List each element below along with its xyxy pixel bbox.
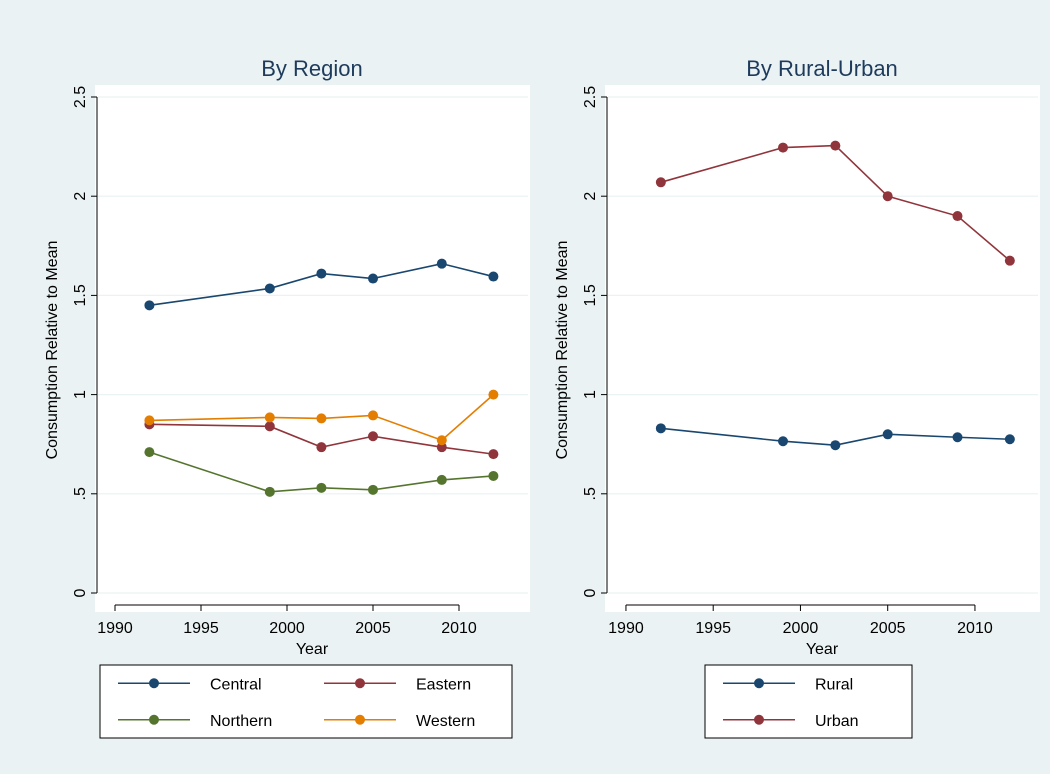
- x-axis-title: Year: [296, 641, 329, 658]
- legend-label: Western: [416, 713, 475, 730]
- data-point: [144, 300, 155, 311]
- data-point: [952, 432, 963, 443]
- y-tick-label: .5: [582, 487, 599, 500]
- data-point: [1004, 434, 1015, 445]
- data-point: [316, 442, 327, 453]
- legend-label: Rural: [815, 676, 853, 693]
- legend-box: [704, 664, 913, 739]
- data-point: [264, 421, 275, 432]
- data-point: [368, 410, 378, 421]
- legend-label: Central: [210, 676, 262, 693]
- y-tick-label: 2: [72, 192, 89, 201]
- data-point: [316, 482, 327, 493]
- data-point: [144, 447, 155, 458]
- series-line: [149, 262, 494, 307]
- legend-marker: [754, 714, 764, 725]
- data-point: [144, 415, 155, 426]
- y-tick-label: 2: [582, 192, 599, 201]
- data-point: [952, 211, 963, 222]
- data-point: [488, 449, 499, 460]
- legend-marker: [754, 678, 764, 689]
- data-point: [368, 431, 378, 442]
- y-tick-label: 0: [72, 588, 89, 597]
- plot-area: [95, 85, 530, 612]
- legend-label: Eastern: [416, 676, 471, 693]
- y-tick-label: 2.5: [72, 86, 89, 108]
- series-line: [149, 394, 494, 442]
- panel: 0 .5 1 1.5 2 2.5 1990 1995 2000 2005 2010 Year Consu…: [44, 56, 530, 739]
- plot-area: [605, 85, 1040, 612]
- data-point: [264, 412, 275, 423]
- data-point: [882, 191, 893, 202]
- data-point: [488, 470, 499, 481]
- x-tick-label: 1990: [608, 620, 644, 637]
- y-tick-label: 2.5: [582, 86, 599, 108]
- x-tick-label: 2005: [355, 620, 391, 637]
- x-tick-label: 2005: [870, 620, 906, 637]
- legend-marker: [149, 714, 159, 725]
- data-point: [316, 413, 327, 424]
- legend-marker: [355, 678, 365, 689]
- data-point: [655, 177, 666, 188]
- x-tick-label: 1990: [97, 620, 133, 637]
- data-point: [368, 484, 378, 495]
- y-tick-label: 1.5: [72, 284, 89, 306]
- legend-label: Urban: [815, 713, 859, 730]
- data-point: [368, 273, 378, 284]
- x-axis-title: Year: [806, 641, 839, 658]
- data-point: [655, 423, 666, 434]
- y-tick-label: 1: [72, 390, 89, 399]
- y-tick-label: 1.5: [582, 284, 599, 306]
- y-tick-label: 1: [582, 390, 599, 399]
- y-axis-title: Consumption Relative to Mean: [554, 241, 571, 460]
- x-tick-label: 2000: [783, 620, 819, 637]
- x-tick-label: 1995: [695, 620, 731, 637]
- data-point: [1004, 255, 1015, 266]
- legend-marker: [355, 714, 365, 725]
- x-tick-label: 2010: [957, 620, 993, 637]
- legend-label: Northern: [210, 713, 272, 730]
- data-point: [436, 474, 447, 485]
- x-tick-label: 1995: [183, 620, 219, 637]
- x-tick-label: 2010: [441, 620, 477, 637]
- legend-box: [99, 664, 513, 739]
- data-point: [830, 440, 841, 451]
- data-point: [882, 429, 893, 440]
- chart-title: By Rural-Urban: [746, 56, 898, 81]
- data-point: [264, 486, 275, 497]
- y-tick-label: 0: [582, 588, 599, 597]
- data-point: [488, 389, 499, 400]
- series-line: [149, 451, 494, 493]
- data-point: [436, 435, 447, 446]
- x-tick-label: 2000: [269, 620, 305, 637]
- chart-title: By Region: [261, 56, 363, 81]
- series-line: [149, 423, 494, 455]
- data-point: [436, 258, 447, 269]
- data-point: [830, 140, 841, 151]
- data-point: [436, 442, 447, 453]
- panel: 0 .5 1 1.5 2 2.5 1990 1995 2000 2005 2010 Year Consu…: [554, 56, 1040, 739]
- data-point: [778, 436, 788, 447]
- y-axis-title: Consumption Relative to Mean: [44, 241, 61, 460]
- series-line: [660, 427, 1010, 446]
- legend-marker: [149, 678, 159, 689]
- series-line: [660, 144, 1011, 262]
- data-point: [316, 268, 327, 279]
- data-point: [778, 142, 788, 153]
- data-point: [264, 283, 275, 294]
- y-tick-label: .5: [72, 487, 89, 500]
- data-point: [488, 271, 499, 282]
